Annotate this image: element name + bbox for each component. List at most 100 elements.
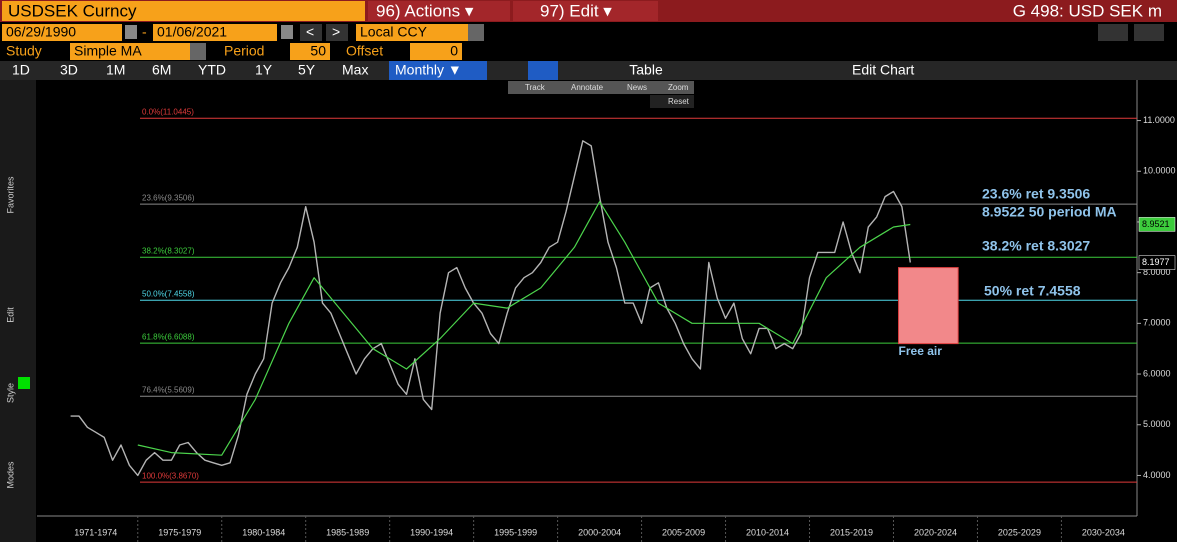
- fib-label: 61.8%(6.6088): [142, 332, 195, 341]
- period-field[interactable]: [290, 43, 330, 60]
- tool[interactable]: Annotate: [571, 83, 604, 92]
- range-button[interactable]: 5Y: [298, 62, 316, 78]
- function-code: G 498: USD SEK m: [1013, 1, 1162, 20]
- price-tag-label: 8.9521: [1142, 219, 1170, 229]
- period: 50: [310, 43, 326, 59]
- table-button[interactable]: Table: [629, 62, 663, 78]
- annotation: 23.6% ret 9.3506: [982, 186, 1090, 202]
- study-field[interactable]: [70, 43, 190, 60]
- undo-button[interactable]: [1098, 24, 1128, 41]
- y-tick-label: 10.0000: [1143, 166, 1176, 176]
- target-region: [898, 267, 959, 345]
- range-button[interactable]: 3D: [60, 62, 78, 78]
- fib-label: 50.0%(7.4558): [142, 289, 195, 298]
- end-date-field[interactable]: [153, 24, 277, 41]
- fib-label: 100.0%(3.8670): [142, 471, 199, 480]
- x-tick-label: 2000-2004: [578, 527, 621, 537]
- side-label: Favorites: [5, 176, 15, 214]
- y-tick-label: 7.0000: [1143, 318, 1171, 328]
- x-tick-label: 1995-1999: [494, 527, 537, 537]
- price-tag: [1138, 217, 1176, 232]
- security-title: USDSEK Curncy: [8, 1, 137, 20]
- dropdown[interactable]: [468, 24, 484, 41]
- annotation: 38.2% ret 8.3027: [982, 238, 1090, 254]
- dropdown[interactable]: [190, 43, 206, 60]
- tool[interactable]: Reset: [668, 97, 690, 106]
- reset-button[interactable]: [650, 95, 694, 108]
- x-tick-label: 2025-2029: [998, 527, 1041, 537]
- start-date-field[interactable]: [2, 24, 122, 41]
- tool[interactable]: Track: [525, 83, 546, 92]
- tool[interactable]: Zoom: [668, 83, 689, 92]
- fib-label: 0.0%(11.0445): [142, 107, 194, 116]
- annotation: 8.9522 50 period MA: [982, 204, 1117, 220]
- actions-button[interactable]: [368, 1, 510, 21]
- range-button[interactable]: 1D: [12, 62, 30, 78]
- end-date: 01/06/2021: [157, 24, 227, 40]
- range-button[interactable]: 6M: [152, 62, 171, 78]
- currency-field[interactable]: [356, 24, 468, 41]
- calendar-icon[interactable]: [281, 25, 293, 39]
- fib-label: 76.4%(5.5609): [142, 385, 195, 394]
- redo-button[interactable]: [1134, 24, 1164, 41]
- y-tick-label: 6.0000: [1143, 368, 1171, 378]
- toolbar: [0, 61, 1177, 80]
- x-tick-label: 1971-1974: [74, 527, 117, 537]
- annotation: 50% ret 7.4558: [984, 283, 1081, 299]
- side-label: Modes: [5, 461, 15, 489]
- tool[interactable]: News: [627, 83, 647, 92]
- plot-area: [37, 80, 1137, 516]
- y-tick-label: 4.0000: [1143, 470, 1171, 480]
- study: Simple MA: [74, 43, 142, 59]
- offset-field[interactable]: [410, 43, 462, 60]
- series-line: [137, 201, 911, 456]
- fib-label: 23.6%(9.3506): [142, 193, 195, 202]
- x-tick-label: 2010-2014: [746, 527, 789, 537]
- y-tick-label: 5.0000: [1143, 419, 1171, 429]
- edit-button[interactable]: [513, 1, 658, 21]
- actions-label: 96) Actions ▾: [376, 1, 474, 20]
- fib-label: 38.2%(8.3027): [142, 246, 195, 255]
- edit-label: 97) Edit ▾: [540, 1, 612, 20]
- x-tick-label: 1990-1994: [410, 527, 453, 537]
- title-box[interactable]: [2, 1, 365, 21]
- side-toolbar: [0, 80, 36, 542]
- currency: Local CCY: [360, 24, 428, 40]
- price-tag: [1138, 255, 1176, 270]
- prev-button[interactable]: [300, 24, 322, 41]
- y-tick-label: 11.0000: [1143, 115, 1175, 125]
- x-tick-label: 2030-2034: [1082, 527, 1125, 537]
- side-label: Style: [5, 383, 15, 403]
- range-button[interactable]: YTD: [198, 62, 226, 78]
- calendar-icon[interactable]: [125, 25, 137, 39]
- offset-label: Offset: [346, 43, 383, 59]
- next-button[interactable]: [326, 24, 348, 41]
- side-label: Edit: [5, 307, 15, 323]
- frequency-button[interactable]: [389, 61, 487, 80]
- range-button[interactable]: 1Y: [255, 62, 273, 78]
- range-button[interactable]: Max: [342, 62, 368, 78]
- period-label: Period: [224, 43, 264, 59]
- x-tick-label: 1980-1984: [242, 527, 285, 537]
- x-tick-label: 2020-2024: [914, 527, 957, 537]
- x-tick-label: 1975-1979: [158, 527, 201, 537]
- date-row: [0, 22, 1177, 42]
- start-date: 06/29/1990: [6, 24, 76, 40]
- series-line: [70, 140, 911, 477]
- study-label: Study: [6, 43, 42, 59]
- region-label: Free air: [899, 344, 943, 358]
- range-button[interactable]: 1M: [106, 62, 125, 78]
- offset: 0: [450, 43, 458, 59]
- color-swatch[interactable]: [18, 377, 30, 389]
- y-tick-label: 8.0000: [1143, 267, 1171, 277]
- x-tick-label: 1985-1989: [326, 527, 369, 537]
- next-arrow: >: [332, 24, 340, 40]
- chart-type-button[interactable]: [528, 61, 558, 80]
- frequency: Monthly ▼: [395, 62, 462, 78]
- x-tick-label: 2005-2009: [662, 527, 705, 537]
- edit-chart-button[interactable]: Edit Chart: [852, 62, 914, 78]
- tool-menu: [508, 81, 694, 94]
- x-tick-label: 2015-2019: [830, 527, 873, 537]
